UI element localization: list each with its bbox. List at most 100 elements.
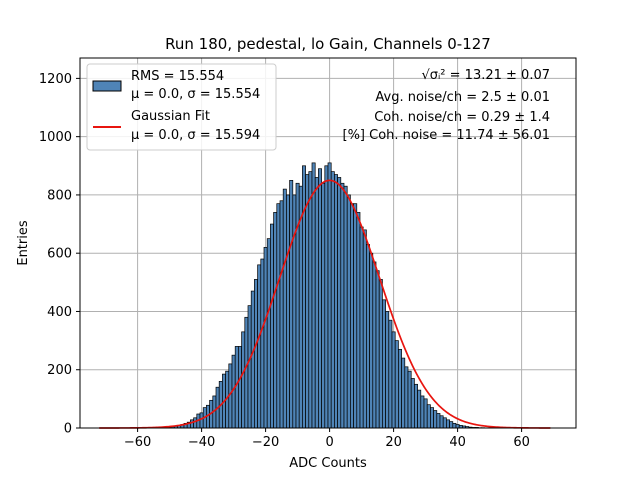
histogram-bar [321,182,326,429]
x-tick-label: 20 [385,435,402,450]
histogram-bar [190,419,194,429]
histogram-bar [401,357,406,429]
y-tick-label: 1200 [39,72,72,87]
y-tick-label: 400 [47,305,72,320]
histogram-bar [449,421,454,429]
noise-annotations: √σᵢ² = 13.21 ± 0.07 Avg. noise/ch = 2.5 … [343,68,551,143]
annotation-avg-noise: Avg. noise/ch = 2.5 ± 0.01 [375,90,550,105]
histogram-bar [362,229,367,429]
histogram-bar [260,258,265,429]
histogram-bar [238,346,242,429]
histogram-bar [289,180,294,429]
legend: RMS = 15.554 μ = 0.0, σ = 15.554 Gaussia… [86,63,277,151]
legend-fit-line1: Gaussian Fit [131,109,210,124]
legend-box [86,63,277,151]
histogram-bar [263,247,268,429]
histogram-bar [385,311,390,429]
histogram-bar [378,279,383,429]
histogram-bar [302,165,306,429]
histogram-bar [244,316,249,429]
histogram-bar [305,174,310,429]
histogram-bar [366,244,370,429]
annotation-coh-noise: Coh. noise/ch = 0.29 ± 1.4 [374,110,550,125]
chart-title: Run 180, pedestal, lo Gain, Channels 0-1… [165,35,491,53]
histogram-bar [340,182,345,429]
x-tick-label: −40 [188,435,215,450]
histogram-bar [314,177,319,429]
histogram-bar [404,366,409,429]
legend-histogram-line2: μ = 0.0, σ = 15.554 [131,87,260,102]
y-tick-label: 200 [47,363,72,378]
x-axis-label: ADC Counts [289,456,367,471]
x-tick-label: −60 [124,435,151,450]
histogram-bar [279,200,284,429]
histogram-bar [359,226,364,429]
histogram-bar [455,424,460,429]
histogram-bar [388,319,393,429]
y-axis-label: Entries [16,220,31,266]
histogram-bar [452,422,457,429]
histogram-bar [423,398,428,429]
y-tick-label: 800 [47,188,72,203]
gaussian-fit [99,179,551,429]
histogram-bar [372,261,377,429]
histogram-bar [420,395,425,429]
legend-fit-line2: μ = 0.0, σ = 15.594 [131,128,260,143]
histogram-bar [369,252,374,429]
x-axis-ticks: −60 −40 −20 0 20 40 60 [124,428,530,450]
histogram-bar [318,168,322,429]
histogram-bar [241,331,246,429]
histogram-bar [394,340,399,429]
histogram-bar [266,238,271,429]
histogram-bar [414,383,418,429]
histogram-bar [436,413,441,429]
histogram-bar [330,171,335,429]
histogram-bar [273,212,278,429]
histogram-bar [334,174,338,429]
histogram-bar [295,182,300,429]
histogram-bar [324,165,329,429]
histogram-bar [430,407,434,429]
x-tick-label: 60 [513,435,530,450]
plot-frame [79,57,577,429]
histogram-bar [407,370,412,429]
legend-histogram-swatch [92,80,122,92]
histogram-bar [398,348,402,429]
histogram-bar [353,203,358,429]
histogram-bar [282,188,287,429]
x-tick-label: −20 [252,435,279,450]
histogram-bar [193,417,198,429]
histogram-bar [337,177,342,429]
y-axis-ticks: 0 200 400 600 800 1000 1200 [39,72,80,437]
histogram-bar [308,171,313,429]
histogram-bar [417,389,422,429]
histogram-bar [247,305,252,429]
annotation-coh-noise-percent: [%] Coh. noise = 11.74 ± 56.01 [343,128,551,143]
histogram-bar [311,162,316,429]
histogram-bar [270,223,274,429]
histogram-bar [426,404,431,429]
histogram-bar [346,194,351,429]
x-tick-label: 40 [449,435,466,450]
histogram-bar [375,270,380,429]
histogram-bar [257,264,262,429]
histogram-bar [199,412,204,429]
y-tick-label: 600 [47,247,72,262]
histogram-bar [446,419,450,429]
histogram-bar [276,203,281,429]
histogram-bar [254,279,258,429]
histogram-bar [286,194,290,429]
histogram-bar [439,415,444,429]
histogram-bar [433,410,438,429]
histogram-bar [250,290,255,429]
y-tick-label: 0 [64,422,72,437]
x-tick-label: 0 [325,435,333,450]
fit-curve [99,179,551,429]
histogram-bar [382,299,386,429]
legend-histogram-line1: RMS = 15.554 [131,69,224,84]
histogram-bar [410,378,415,429]
histogram-bar [442,417,447,429]
histogram-bar [356,212,361,429]
histogram-bar [343,185,348,429]
